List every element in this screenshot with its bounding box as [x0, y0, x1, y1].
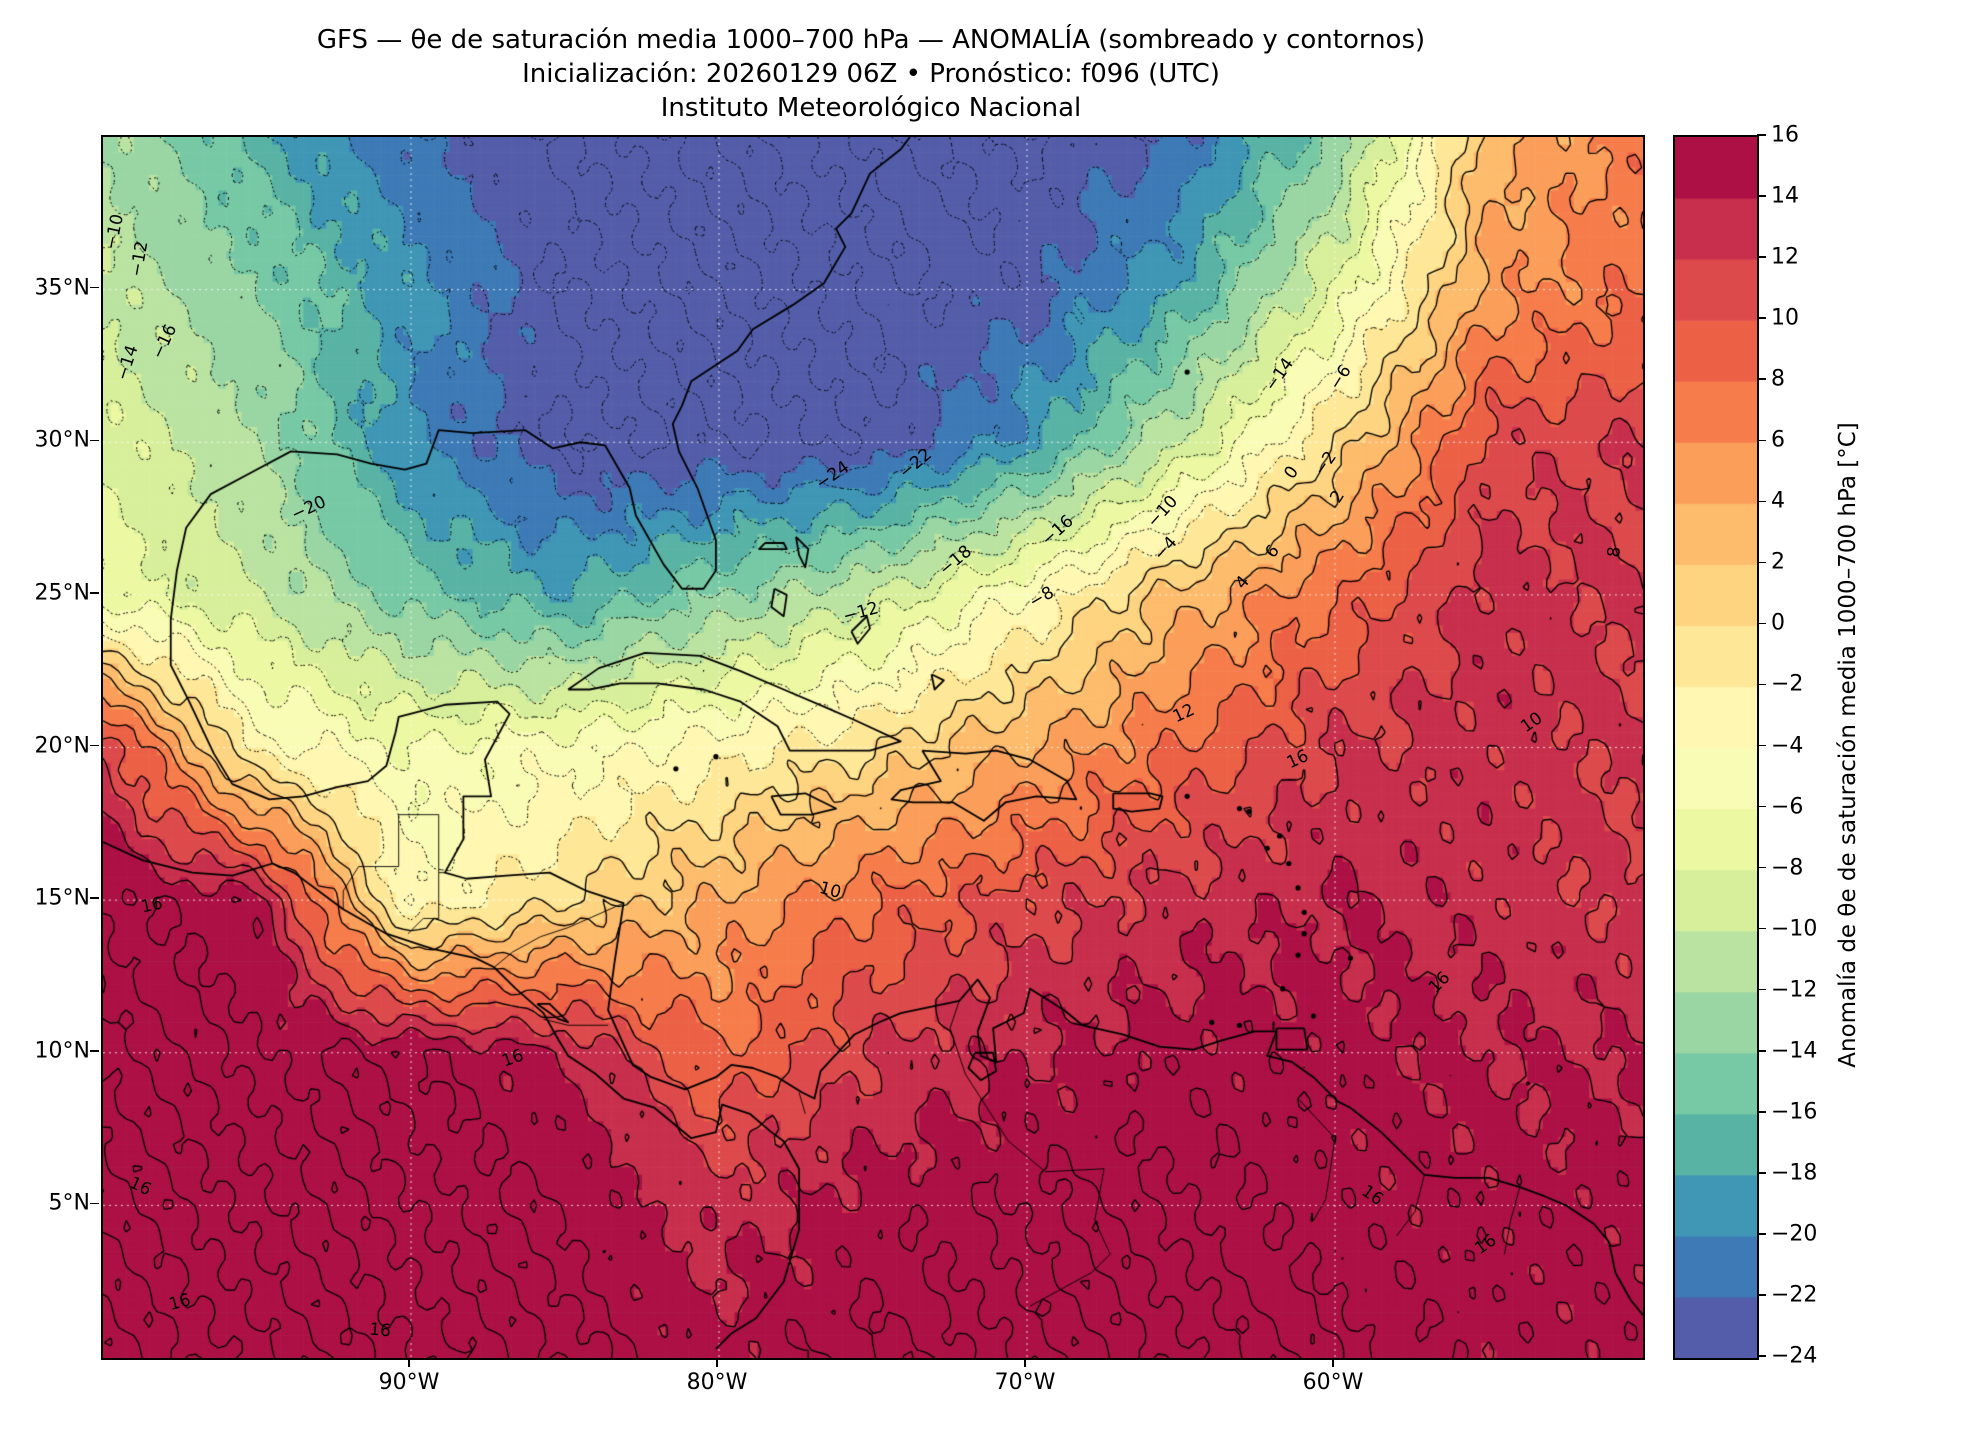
y-tick-mark: [90, 286, 99, 289]
x-tick-label: 60°W: [1302, 1370, 1364, 1395]
colorbar-tick-label: −20: [1771, 1221, 1818, 1247]
colorbar-tick-mark: [1757, 927, 1766, 930]
colorbar-tick-mark: [1757, 256, 1766, 258]
colorbar-tick-mark: [1757, 561, 1766, 564]
colorbar-tick-mark: [1757, 1355, 1766, 1357]
colorbar-tick-label: −16: [1771, 1099, 1818, 1125]
x-tick-mark: [716, 1358, 718, 1367]
colorbar-axis-label: Anomalía de θe de saturación media 1000–…: [1835, 422, 1861, 1068]
colorbar-tick-label: −8: [1771, 855, 1804, 881]
colorbar-tick-mark: [1757, 317, 1766, 319]
x-tick-mark: [1024, 1358, 1026, 1367]
chart-subtitle: Inicialización: 20260129 06Z • Pronóstic…: [522, 59, 1220, 89]
colorbar-tick-mark: [1757, 1294, 1766, 1296]
y-tick-label: 15°N: [34, 885, 90, 911]
x-tick-mark: [408, 1358, 410, 1367]
colorbar-tick-mark: [1757, 744, 1766, 747]
colorbar-tick-label: −18: [1771, 1160, 1818, 1186]
y-tick-label: 10°N: [34, 1038, 90, 1064]
colorbar-tick-mark: [1757, 1172, 1766, 1174]
y-tick-mark: [90, 592, 99, 594]
colorbar-tick-mark: [1757, 988, 1766, 991]
colorbar-tick-mark: [1757, 500, 1766, 503]
y-tick-label: 20°N: [34, 733, 90, 758]
y-tick-mark: [90, 897, 99, 899]
colorbar-tick-label: 0: [1771, 610, 1785, 636]
colorbar-tick-mark: [1757, 1050, 1766, 1052]
y-tick-mark: [90, 439, 99, 441]
y-tick-mark: [90, 744, 99, 747]
colorbar-tick-label: 6: [1771, 427, 1785, 453]
colorbar-tick-mark: [1757, 378, 1766, 380]
contour-label: 8: [1604, 545, 1626, 559]
colorbar-tick-label: 10: [1771, 305, 1799, 331]
colorbar-tick-label: −4: [1771, 733, 1804, 758]
colorbar-tick-mark: [1757, 195, 1766, 197]
x-tick-label: 80°W: [686, 1370, 748, 1395]
y-tick-label: 25°N: [34, 580, 90, 606]
colorbar-tick-mark: [1757, 866, 1766, 869]
contour-label: 16: [368, 1319, 392, 1341]
colorbar-tick-label: 8: [1771, 366, 1785, 392]
colorbar-tick-mark: [1757, 134, 1766, 136]
y-tick-label: 5°N: [48, 1190, 90, 1216]
y-tick-mark: [90, 1202, 99, 1205]
colorbar-tick-mark: [1757, 683, 1766, 686]
contour-label: 16: [139, 893, 165, 918]
colorbar-tick-mark: [1757, 805, 1766, 808]
colorbar-tick-label: −12: [1771, 977, 1818, 1003]
chart-institution: Instituto Meteorológico Nacional: [660, 93, 1082, 123]
x-tick-label: 70°W: [994, 1370, 1056, 1395]
colorbar-canvas: [1675, 137, 1757, 1358]
colorbar-tick-label: 4: [1771, 488, 1785, 514]
colorbar-tick-label: −22: [1771, 1282, 1818, 1308]
colorbar: [1673, 135, 1759, 1360]
x-tick-label: 90°W: [378, 1370, 440, 1395]
y-tick-label: 30°N: [34, 427, 90, 453]
chart-title: GFS — θe de saturación media 1000–700 hP…: [316, 25, 1426, 55]
colorbar-tick-mark: [1757, 439, 1766, 441]
colorbar-tick-mark: [1757, 1233, 1766, 1235]
colorbar-tick-mark: [1757, 1111, 1766, 1113]
colorbar-tick-label: −24: [1771, 1343, 1818, 1369]
colorbar-tick-label: 2: [1771, 549, 1785, 575]
colorbar-tick-label: 16: [1771, 122, 1799, 148]
x-tick-mark: [1332, 1358, 1334, 1367]
colorbar-tick-label: −2: [1771, 671, 1804, 697]
colorbar-tick-mark: [1757, 622, 1766, 625]
colorbar-tick-label: −10: [1771, 916, 1818, 942]
y-tick-mark: [90, 1050, 99, 1052]
anomaly-field-canvas: [103, 137, 1643, 1358]
y-tick-label: 35°N: [34, 275, 90, 301]
colorbar-tick-label: 12: [1771, 244, 1799, 270]
colorbar-tick-label: −14: [1771, 1038, 1818, 1064]
contour-label: 10: [816, 878, 844, 903]
colorbar-tick-label: 14: [1771, 183, 1799, 209]
colorbar-tick-label: −6: [1771, 794, 1804, 820]
map-area: −10 −12 −14 −16 −20 −24 −22 −18 −16 −14 −12 −10 −8 −6…: [101, 135, 1645, 1360]
